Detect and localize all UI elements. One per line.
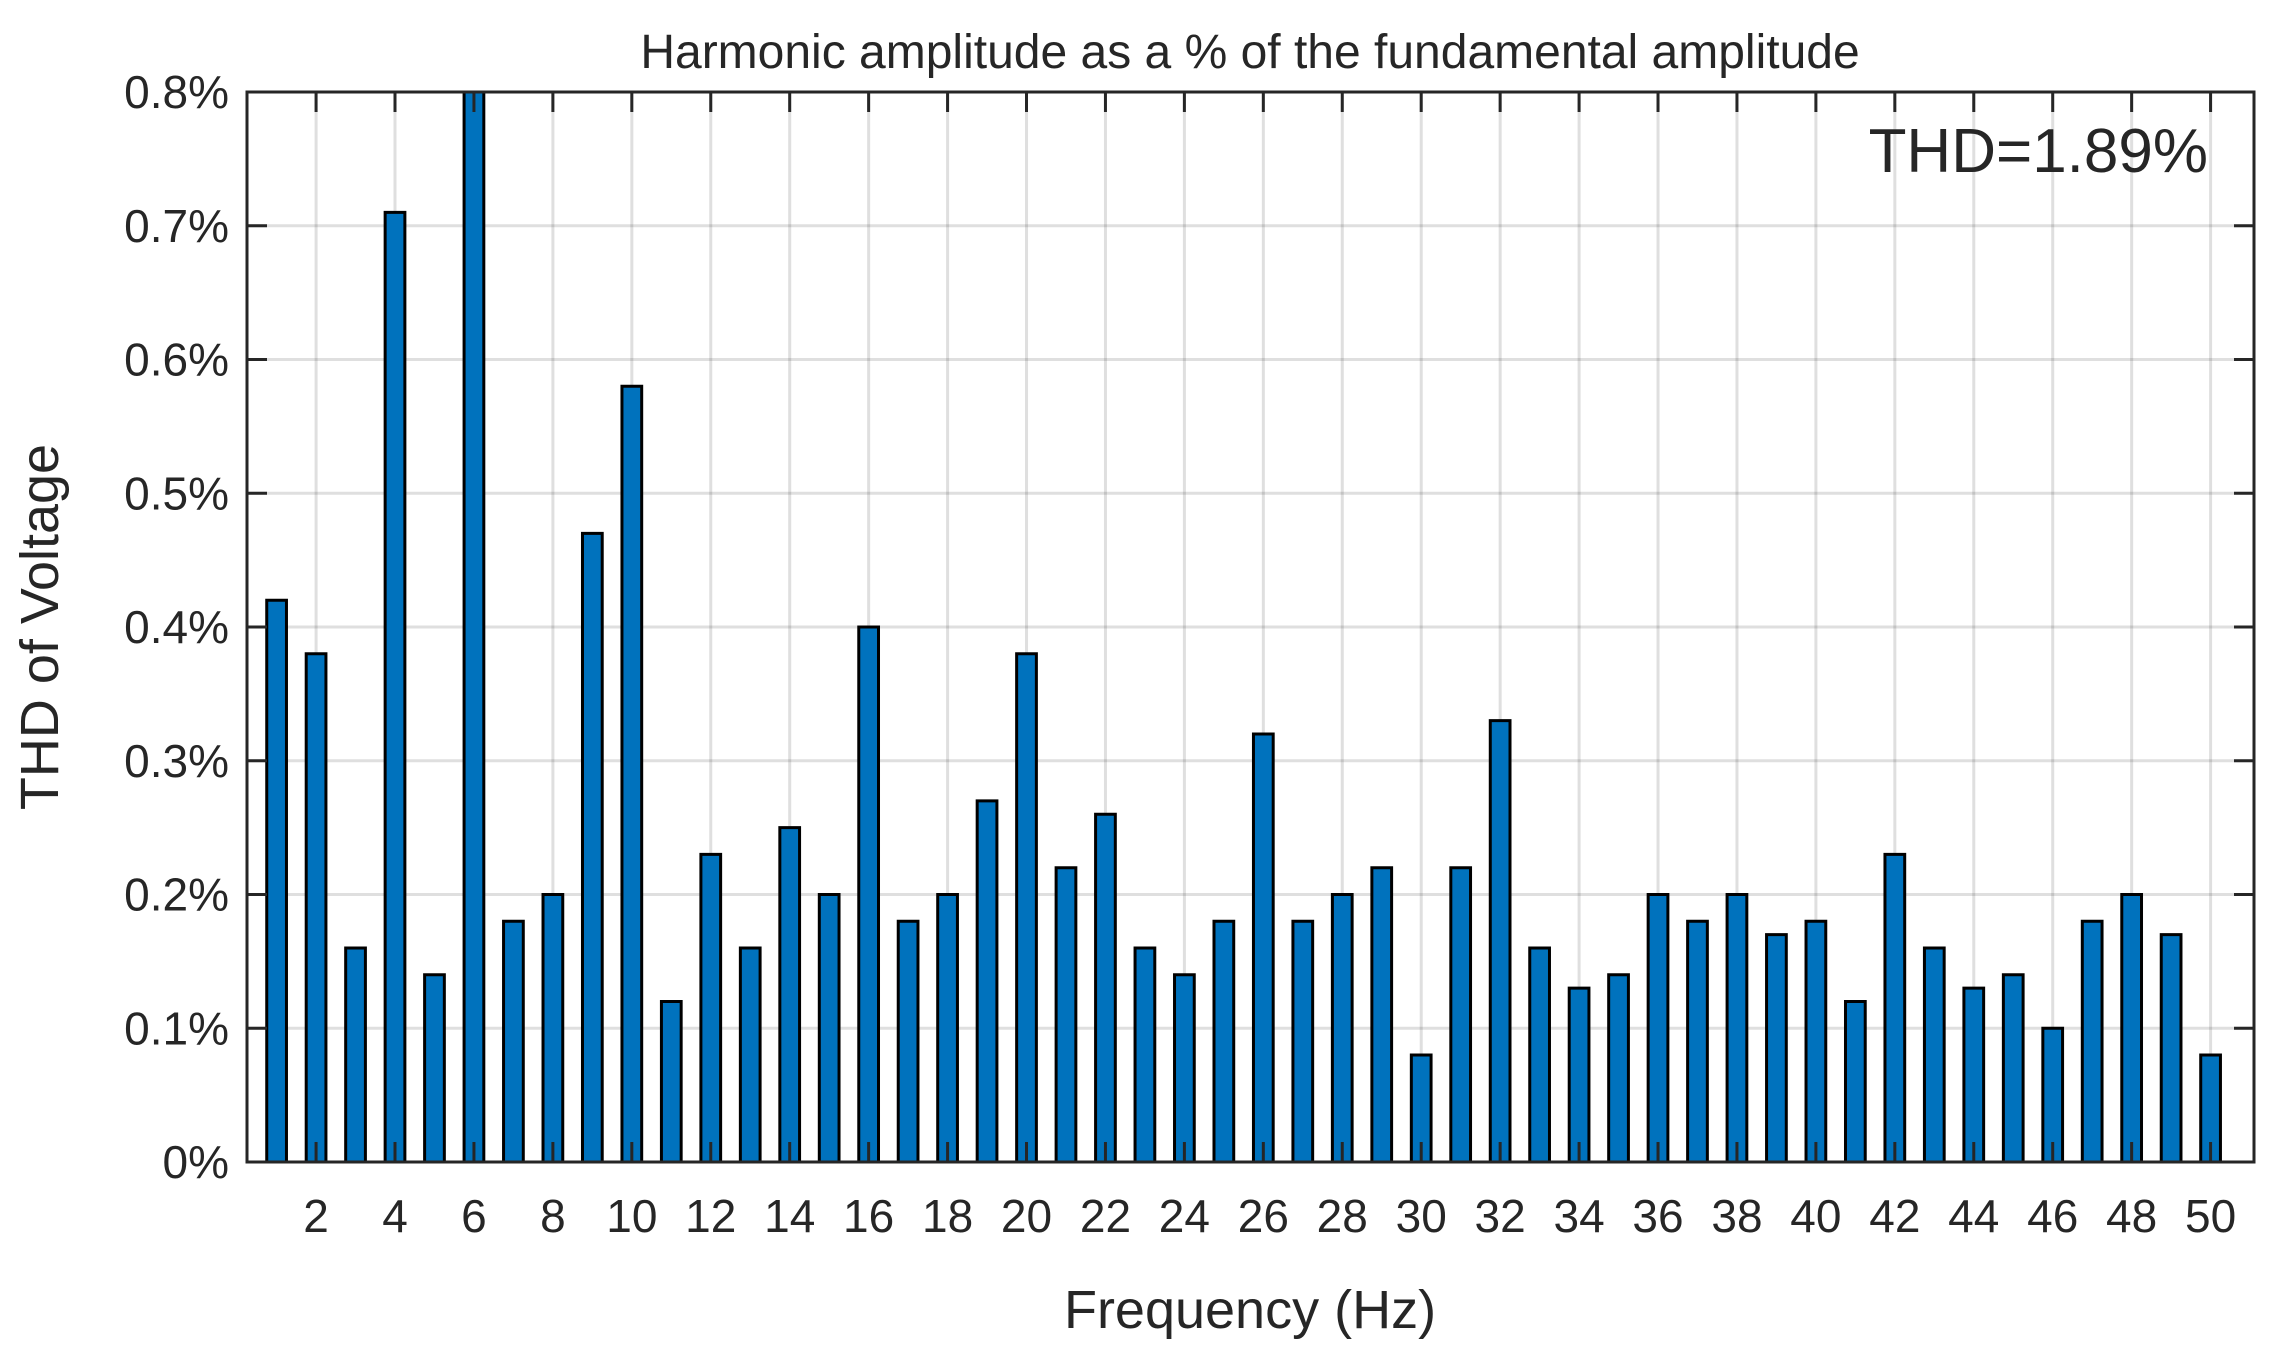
thd-annotation: THD=1.89%	[1869, 117, 2208, 186]
chart-title: Harmonic amplitude as a % of the fundame…	[640, 26, 1859, 79]
bar-harmonic-45	[2001, 973, 2025, 1164]
bar-harmonic-18	[936, 893, 959, 1164]
bar-harmonic-49	[2159, 933, 2183, 1164]
y-tick-label: 0%	[163, 1136, 229, 1188]
x-tick-label: 2	[303, 1190, 329, 1242]
bar-harmonic-39	[1765, 933, 1788, 1164]
x-tick-label: 12	[685, 1190, 736, 1242]
bar-harmonic-31	[1449, 866, 1473, 1164]
bar-harmonic-46	[2041, 1026, 2065, 1164]
x-tick-label: 8	[540, 1190, 566, 1242]
bar-harmonic-5	[423, 973, 446, 1164]
bar-harmonic-48	[2120, 893, 2144, 1164]
bar-harmonic-14	[778, 826, 802, 1164]
bars	[265, 90, 2222, 1164]
bar-harmonic-16	[857, 625, 881, 1164]
x-tick-label: 20	[1001, 1190, 1052, 1242]
bar-harmonic-25	[1212, 919, 1236, 1164]
y-tick-label: 0.2%	[124, 869, 229, 921]
bar-harmonic-37	[1686, 919, 1709, 1164]
y-tick-label: 0.1%	[124, 1002, 229, 1054]
y-tick-label: 0.3%	[124, 735, 229, 787]
bar-harmonic-9	[580, 531, 604, 1164]
tick-marks	[247, 90, 2254, 1164]
bar-harmonic-22	[1094, 812, 1117, 1164]
x-tick-label: 22	[1080, 1190, 1131, 1242]
bar-harmonic-27	[1291, 919, 1315, 1164]
bar-harmonic-29	[1370, 866, 1394, 1164]
x-tick-label: 36	[1632, 1190, 1683, 1242]
x-tick-label: 26	[1238, 1190, 1289, 1242]
x-tick-label: 4	[382, 1190, 408, 1242]
bar-harmonic-42	[1883, 852, 1907, 1164]
bar-harmonic-1	[265, 598, 288, 1164]
bar-harmonic-7	[502, 919, 525, 1164]
bar-harmonic-23	[1133, 946, 1157, 1164]
bar-harmonic-40	[1804, 919, 1828, 1164]
bar-harmonic-20	[1015, 652, 1038, 1164]
x-tick-label: 46	[2027, 1190, 2078, 1242]
y-tick-label: 0.5%	[124, 467, 229, 519]
x-axis-label: Frequency (Hz)	[1064, 1280, 1436, 1340]
bar-harmonic-41	[1843, 1000, 1867, 1164]
x-tick-label: 6	[461, 1190, 487, 1242]
bar-harmonic-38	[1725, 893, 1749, 1164]
y-tick-label: 0.6%	[124, 334, 229, 386]
x-tick-label: 42	[1869, 1190, 1920, 1242]
x-tick-label: 48	[2106, 1190, 2157, 1242]
y-tick-labels: 0% 0.1% 0.2% 0.3% 0.4% 0.5% 0.6% 0.7% 0.8%	[124, 66, 229, 1188]
bar-harmonic-43	[1922, 946, 1946, 1164]
bar-harmonic-32	[1488, 719, 1512, 1164]
bar-harmonic-34	[1567, 986, 1591, 1164]
bar-harmonic-21	[1054, 866, 1078, 1164]
bar-harmonic-13	[738, 946, 762, 1164]
bar-harmonic-12	[699, 852, 723, 1164]
bar-harmonic-4	[383, 210, 407, 1164]
y-axis-label: THD of Voltage	[10, 444, 70, 810]
x-tick-label: 32	[1475, 1190, 1526, 1242]
bar-harmonic-10	[620, 384, 644, 1164]
bar-harmonic-2	[304, 652, 328, 1164]
bar-harmonic-24	[1173, 973, 1196, 1164]
x-tick-label: 40	[1790, 1190, 1841, 1242]
x-tick-label: 30	[1396, 1190, 1447, 1242]
bar-harmonic-17	[896, 919, 920, 1164]
bar-harmonic-33	[1528, 946, 1551, 1164]
y-tick-label: 0.7%	[124, 200, 229, 252]
bar-harmonic-19	[975, 799, 999, 1164]
x-tick-label: 50	[2185, 1190, 2236, 1242]
x-tick-label: 10	[606, 1190, 657, 1242]
y-tick-label: 0.4%	[124, 601, 229, 653]
bar-harmonic-26	[1251, 732, 1275, 1164]
bar-harmonic-28	[1330, 893, 1354, 1164]
x-tick-label: 28	[1317, 1190, 1368, 1242]
bar-harmonic-44	[1962, 986, 1986, 1164]
x-tick-label: 24	[1159, 1190, 1210, 1242]
bar-harmonic-35	[1607, 973, 1630, 1164]
bar-harmonic-47	[2080, 919, 2104, 1164]
bar-harmonic-11	[659, 1000, 683, 1164]
bar-harmonic-36	[1646, 893, 1670, 1164]
x-tick-label: 34	[1553, 1190, 1604, 1242]
x-tick-label: 14	[764, 1190, 815, 1242]
bar-harmonic-8	[541, 893, 565, 1164]
bar-harmonic-3	[344, 946, 367, 1164]
x-tick-label: 38	[1711, 1190, 1762, 1242]
bar-harmonic-15	[817, 893, 841, 1164]
y-tick-label: 0.8%	[124, 66, 229, 118]
x-tick-label: 44	[1948, 1190, 1999, 1242]
x-tick-label: 16	[843, 1190, 894, 1242]
x-tick-labels: 2 4 6 8 10 12 14 16 18 20 22 24 26 28 30 32 34 36 38 40 42 44…	[303, 1190, 2236, 1242]
x-tick-label: 18	[922, 1190, 973, 1242]
bar-harmonic-6	[462, 90, 486, 1164]
